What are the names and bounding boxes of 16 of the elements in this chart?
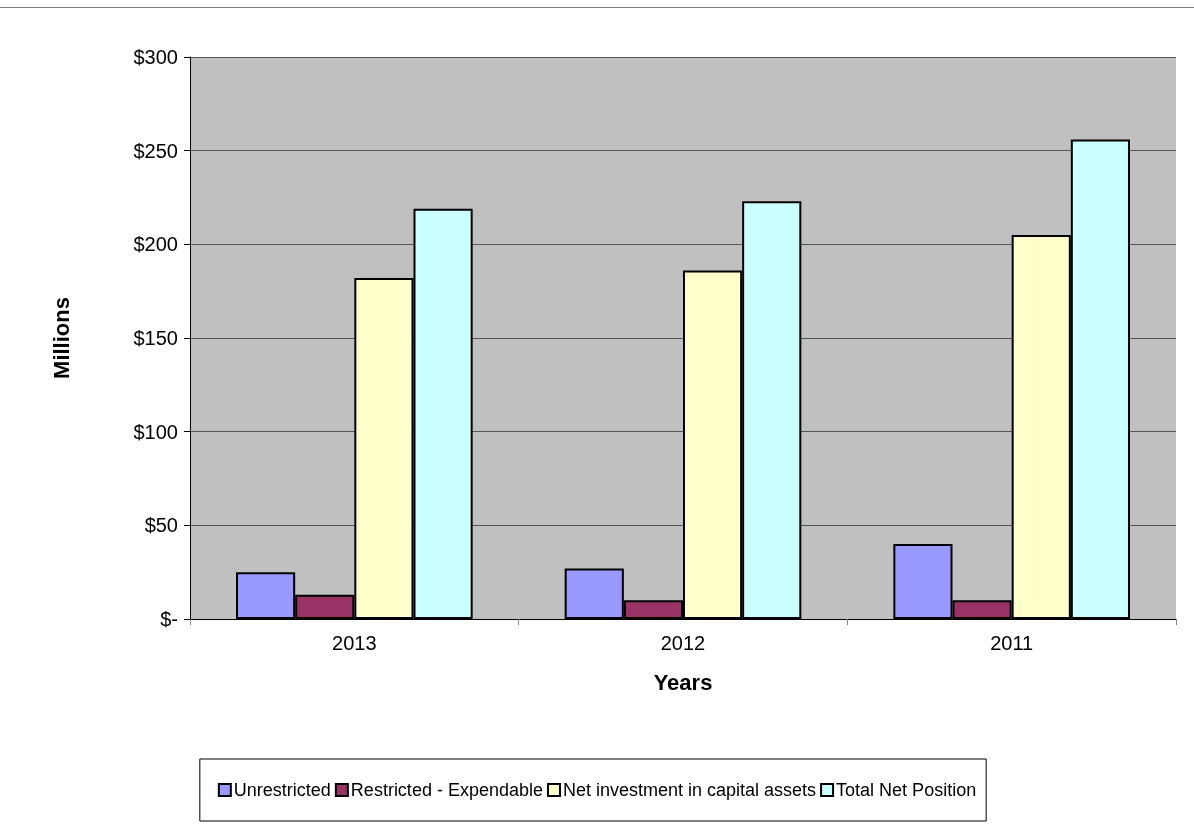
legend-label: Unrestricted xyxy=(233,780,331,800)
y-tick-label: $100 xyxy=(133,420,178,443)
y-tick-label: $250 xyxy=(133,139,178,162)
y-axis-title: Millions xyxy=(48,297,74,379)
legend-label: Net investment in capital assets xyxy=(562,780,817,800)
legend-label: Total Net Position xyxy=(836,780,977,800)
y-tick-label: $300 xyxy=(133,46,178,68)
x-tick-label: 2011 xyxy=(990,632,1034,654)
y-tick-label: $150 xyxy=(133,327,178,349)
y-tick-label: $50 xyxy=(144,514,178,537)
y-tick-label: $- xyxy=(160,608,178,630)
x-tick-label: 2012 xyxy=(660,632,706,654)
x-tick-label: 2013 xyxy=(332,632,377,654)
x-axis-title: Years xyxy=(653,669,713,695)
y-tick-label: $200 xyxy=(133,233,178,256)
legend-label: Restricted - Expendable xyxy=(350,780,543,800)
